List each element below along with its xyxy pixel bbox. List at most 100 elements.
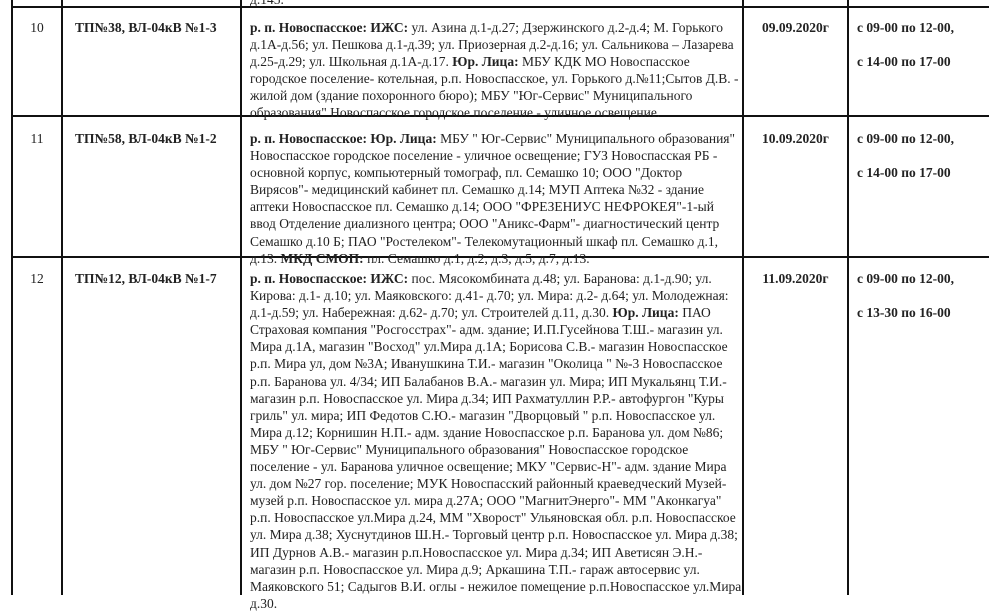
- text-segment: Кирова: д.1- д.10; ул. Маяковского: д.41…: [250, 288, 729, 304]
- text-line: ул. дом №27 гор. поселение; МУК Новоспас…: [250, 475, 742, 492]
- text-line: ул. Мира д.38; Хуснутдинов Ш.Н.- Торговы…: [250, 526, 742, 543]
- text-line: д.13. МКД СМОП: пл. Семашко д.1, д.2, д.…: [250, 250, 742, 267]
- text-segment: МБУ " Юг-Сервис" Муниципального образова…: [250, 441, 689, 457]
- outage-date: 10.09.2020г: [762, 131, 829, 146]
- outage-date: 11.09.2020г: [762, 271, 829, 286]
- column-divider: [61, 0, 63, 595]
- text-segment: ввод Отделение диализного центра; ООО "А…: [250, 216, 720, 232]
- text-segment: д.25-д.29; ул. Школьная д.1А-д.17.: [250, 54, 453, 70]
- text-segment: д.1-д.59; ул. Набережная: д.62- д.70; ул…: [250, 305, 613, 321]
- text-segment: ул. Мира д.38; Хуснутдинов Ш.Н.- Торговы…: [250, 527, 738, 543]
- text-line: магазин р.п. Новоспасское ул. Мира д.34;…: [250, 390, 742, 407]
- text-line: Маяковского 51; Садыгов В.И. оглы - нежи…: [250, 578, 742, 595]
- text-segment: пос. Мясокомбината д.48; ул. Баранова: д…: [408, 271, 712, 286]
- text-segment: магазин р.п. Новоспасское ул. Мира д.9; …: [250, 561, 700, 577]
- text-segment: магазин р.п. Новоспасское ул. Мира д.34;…: [250, 390, 724, 406]
- text-line: музей р.п. Новоспасское ул. мира д.27А; …: [250, 492, 742, 509]
- text-segment: Новоспасское городское поселение - уличн…: [250, 148, 718, 164]
- outage-date: 09.09.2020г: [762, 20, 829, 35]
- text-segment: жилой дом (здание похоронного бюро); МБУ…: [250, 88, 693, 104]
- text-line: р.п. Баранова ул. 4/34; ИП Балабанов В.А…: [250, 373, 742, 390]
- text-line: аптеки Новоспасское пл. Семашко д.14; ОО…: [250, 198, 742, 215]
- time-interval: с 13-30 по 16-00: [857, 305, 951, 320]
- time-interval: с 09-00 по 12-00,: [857, 20, 955, 35]
- text-line: образования" Новоспасское городское посе…: [250, 104, 742, 121]
- column-divider: [847, 0, 849, 595]
- column-divider: [11, 0, 13, 595]
- text-line: гриль" ул. мира; ИП Федотов С.Ю.- магази…: [250, 407, 742, 424]
- bold-label: р. п. Новоспасское: Юр. Лица:: [250, 131, 437, 146]
- text-line: ввод Отделение диализного центра; ООО "А…: [250, 215, 742, 232]
- text-line: д.25-д.29; ул. Школьная д.1А-д.17. Юр. Л…: [250, 53, 742, 70]
- time-interval: с 14-00 по 17-00: [857, 54, 951, 69]
- text-segment: аптеки Новоспасское пл. Семашко д.14; ОО…: [250, 199, 714, 215]
- text-segment: поселение - ул. Баранова уличное освещен…: [250, 459, 727, 475]
- text-segment: пл. Семашко д.1, д.2, д.3, д.5, д.7, д.1…: [363, 250, 590, 266]
- time-interval: с 09-00 по 12-00,: [857, 271, 955, 286]
- text-segment: образования" Новоспасское городское посе…: [250, 105, 661, 121]
- outage-time: с 09-00 по 12-00, с 13-30 по 16-00: [857, 271, 987, 339]
- row-divider: [11, 256, 989, 258]
- text-segment: музей р.п. Новоспасское ул. мира д.27А; …: [250, 493, 722, 509]
- time-interval: с 09-00 по 12-00,: [857, 131, 955, 146]
- text-segment: р.п. Баранова ул. 4/34; ИП Балабанов В.А…: [250, 373, 727, 389]
- substation-line: ТП№12, ВЛ-04кВ №1-7: [75, 271, 217, 286]
- text-line: поселение - ул. Баранова уличное освещен…: [250, 458, 742, 475]
- row-divider: [11, 115, 989, 117]
- text-line: ИП Дурнов А.В.- магазин р.п.Новоспасское…: [250, 544, 742, 561]
- text-line: Кирова: д.1- д.10; ул. Маяковского: д.41…: [250, 287, 742, 304]
- text-line: Семашко д.10 Б; ПАО "Ростелеком"- Телеко…: [250, 233, 742, 250]
- bold-label: р. п. Новоспасское: ИЖС:: [250, 20, 409, 35]
- text-segment: р.п. Мира ул, дом №3А; Иванушкина Т.И.- …: [250, 356, 723, 372]
- column-divider: [742, 0, 744, 595]
- text-line: д.1-д.59; ул. Набережная: д.62- д.70; ул…: [250, 304, 742, 321]
- substation-line: ТП№58, ВЛ-04кВ №1-2: [75, 131, 217, 146]
- text-segment: Мира д.12; Корнишин Н.П.- адм. здание Но…: [250, 424, 724, 440]
- text-line: магазин р.п. Новоспасское ул. Мира д.9; …: [250, 561, 742, 578]
- text-line: жилой дом (здание похоронного бюро); МБУ…: [250, 87, 742, 104]
- previous-row-tail: д.145.: [250, 0, 742, 8]
- substation-line: ТП№38, ВЛ-04кВ №1-3: [75, 20, 217, 35]
- text-segment: д.30.: [250, 595, 278, 611]
- text-segment: МБУ " Юг-Сервис" Муниципального образова…: [436, 131, 736, 146]
- text-segment: Маяковского 51; Садыгов В.И. оглы - нежи…: [250, 578, 742, 594]
- bold-label: МКД СМОП:: [280, 250, 364, 266]
- text-line: Страховая компания "Росгосстрах"- адм. з…: [250, 321, 742, 338]
- text-segment: МБУ КДК МО Новоспасское: [518, 54, 690, 70]
- bold-label: Юр. Лица:: [452, 54, 519, 70]
- text-line: Новоспасское городское поселение - уличн…: [250, 147, 742, 164]
- text-line: р. п. Новоспасское: ИЖС: ул. Азина д.1-д…: [250, 19, 742, 36]
- text-segment: основной корпус, компьютерный томограф, …: [250, 165, 683, 181]
- bold-label: р. п. Новоспасское: ИЖС:: [250, 271, 409, 286]
- affected-consumers: р. п. Новоспасское: ИЖС: ул. Азина д.1-д…: [250, 19, 742, 122]
- text-line: д.30.: [250, 595, 742, 612]
- bold-label: Юр. Лица:: [612, 305, 679, 321]
- row-divider: [11, 6, 989, 8]
- text-segment: ИП Дурнов А.В.- магазин р.п.Новоспасское…: [250, 544, 703, 560]
- text-segment: Семашко д.10 Б; ПАО "Ростелеком"- Телеко…: [250, 233, 719, 249]
- text-line: р. п. Новоспасское: ИЖС: пос. Мясокомбин…: [250, 270, 742, 287]
- text-line: Вирясов"- медицинский кабинет пл. Семашк…: [250, 181, 742, 198]
- text-segment: ул. дом №27 гор. поселение; МУК Новоспас…: [250, 476, 727, 492]
- text-line: МБУ " Юг-Сервис" Муниципального образова…: [250, 441, 742, 458]
- text-line: р.п. Мира ул, дом №3А; Иванушкина Т.И.- …: [250, 355, 742, 372]
- text-line: р. п. Новоспасское: Юр. Лица: МБУ " Юг-С…: [250, 130, 742, 147]
- text-line: д.1А-д.56; ул. Пешкова д.1-д.39; ул. При…: [250, 36, 742, 53]
- text-segment: д.13.: [250, 250, 281, 266]
- affected-consumers: р. п. Новоспасское: Юр. Лица: МБУ " Юг-С…: [250, 130, 742, 267]
- text-segment: Вирясов"- медицинский кабинет пл. Семашк…: [250, 182, 704, 198]
- row-number: 11: [30, 131, 44, 146]
- text-segment: д.1А-д.56; ул. Пешкова д.1-д.39; ул. При…: [250, 37, 734, 53]
- text-line: р.п. Новоспасское ул.Мира д.24, ММ "Хвор…: [250, 509, 742, 526]
- row-number: 10: [30, 20, 44, 35]
- text-line: Мира д.1А, магазин "Восход" ул.Мира д.1А…: [250, 338, 742, 355]
- text-segment: ул. Азина д.1-д.27; Дзержинского д.2-д.4…: [408, 20, 723, 35]
- time-interval: с 14-00 по 17-00: [857, 165, 951, 180]
- text-segment: Страховая компания "Росгосстрах"- адм. з…: [250, 322, 723, 338]
- affected-consumers: р. п. Новоспасское: ИЖС: пос. Мясокомбин…: [250, 270, 742, 612]
- outage-time: с 09-00 по 12-00, с 14-00 по 17-00: [857, 20, 987, 88]
- text-segment: гриль" ул. мира; ИП Федотов С.Ю.- магази…: [250, 407, 716, 423]
- text-segment: ПАО: [678, 305, 711, 321]
- outage-time: с 09-00 по 12-00, с 14-00 по 17-00: [857, 131, 987, 199]
- text-segment: Мира д.1А, магазин "Восход" ул.Мира д.1А…: [250, 339, 728, 355]
